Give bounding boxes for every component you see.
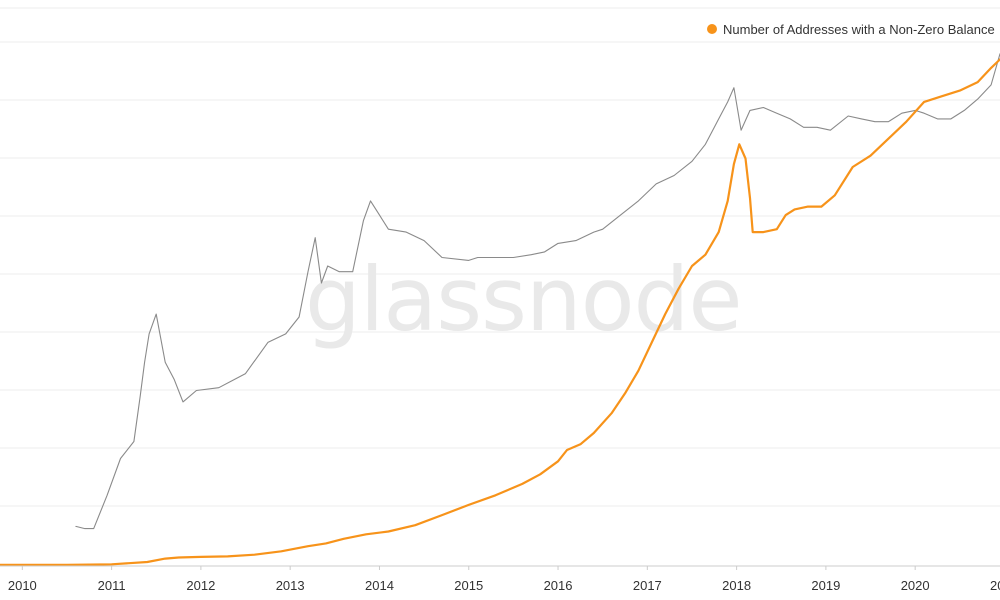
legend-label: Number of Addresses with a Non-Zero Bala…: [723, 22, 995, 37]
series-group: [0, 53, 1000, 567]
legend[interactable]: Number of Addresses with a Non-Zero Bala…: [707, 22, 995, 37]
series-line-secondary: [75, 53, 1000, 530]
watermark-logo: glassnode: [305, 248, 742, 351]
x-tick-label: 2018: [722, 578, 751, 593]
x-tick-labels: 2010 2011 2012 2013 2014 2015 2016 2017 2018 2019…: [8, 566, 1000, 593]
x-axis: 2010 2011 2012 2013 2014 2015 2016 2017 2018 2019…: [0, 565, 1000, 593]
x-tick-label: 2015: [454, 578, 483, 593]
x-tick-label: 2014: [365, 578, 394, 593]
series-line-non-zero-addresses: [0, 58, 1000, 567]
x-tick-label: 2017: [633, 578, 662, 593]
legend-marker-icon: [707, 24, 717, 34]
x-tick-label: 2021: [990, 578, 1000, 593]
x-tick-label: 2013: [276, 578, 305, 593]
x-tick-label: 2016: [544, 578, 573, 593]
x-tick-label: 2019: [811, 578, 840, 593]
x-tick-label: 2010: [8, 578, 37, 593]
grid-lines: [0, 7, 1000, 507]
x-tick-label: 2011: [98, 578, 126, 593]
x-tick-label: 2012: [186, 578, 215, 593]
x-tick-label: 2020: [901, 578, 930, 593]
